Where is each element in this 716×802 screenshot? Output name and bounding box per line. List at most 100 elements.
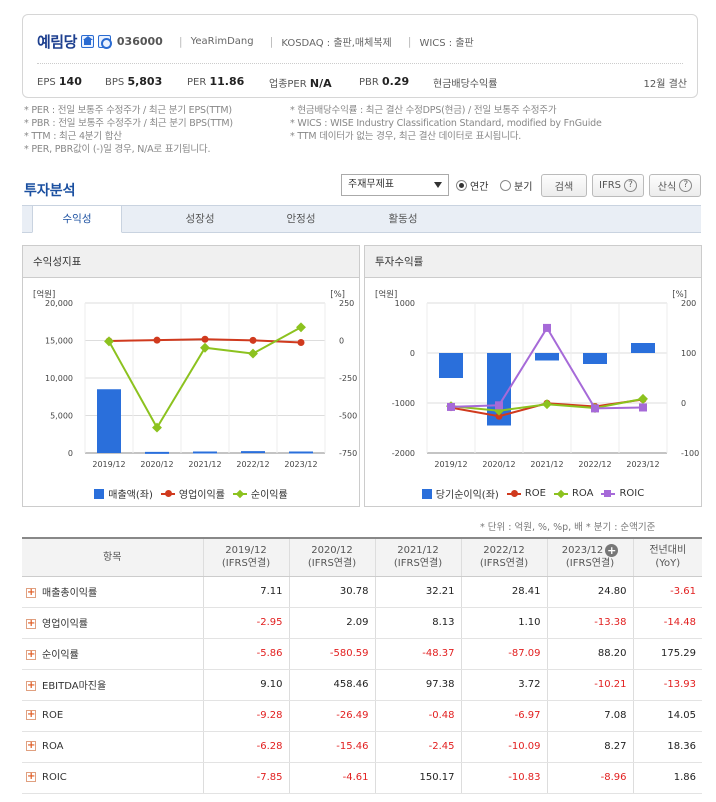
- header-yoy: 전년대비 (YoY): [633, 537, 702, 577]
- x-tick-label: 2022/12: [236, 460, 269, 469]
- table-cell: 7.11: [203, 576, 290, 608]
- x-tick-label: 2021/12: [530, 460, 563, 469]
- data-point: [639, 403, 647, 412]
- expand-row-icon[interactable]: +: [26, 740, 36, 751]
- home-icon[interactable]: [80, 34, 94, 48]
- tab-growth[interactable]: 성장성: [185, 213, 215, 225]
- right-tick-label: 100: [681, 349, 696, 358]
- chart-legend: 당기순이익(좌) ROE ROA ROIC: [365, 486, 701, 501]
- row-label[interactable]: + ROE: [22, 700, 204, 732]
- table-row: + EBITDA마진율 9.10 458.46 97.38 3.72 -10.21 -13.9…: [22, 669, 702, 701]
- table-row: + 순이익률 -5.86 -580.59 -48.37 -87.09 88.20 175.29: [22, 638, 702, 670]
- data-point: [153, 336, 161, 344]
- table-cell: 30.78: [289, 576, 376, 608]
- legend-item-roe[interactable]: ROE: [506, 486, 546, 501]
- right-tick-label: 250: [339, 299, 354, 308]
- expand-row-icon[interactable]: +: [26, 618, 36, 629]
- company-eng-name: YeaRimDang: [190, 35, 254, 47]
- expand-row-icon[interactable]: +: [26, 709, 36, 720]
- right-axis-unit: [%]: [672, 290, 687, 300]
- expand-row-icon[interactable]: +: [26, 771, 36, 782]
- expand-row-icon[interactable]: +: [26, 680, 36, 691]
- data-point: [495, 401, 503, 410]
- row-label[interactable]: + EBITDA마진율: [22, 669, 204, 701]
- wics-info: WICS : 출판: [419, 37, 474, 49]
- x-tick-label: 2019/12: [92, 460, 125, 469]
- right-axis-unit: [%]: [330, 290, 345, 300]
- chart-legend: 매출액(좌) 영업이익률 순이익률: [23, 486, 359, 501]
- company-name: 예림당: [37, 32, 77, 51]
- tab-activity[interactable]: 활동성: [388, 213, 418, 225]
- right-tick-label: -100: [681, 449, 699, 458]
- table-cell: -2.95: [203, 607, 290, 639]
- phone-icon[interactable]: [97, 34, 112, 49]
- bar: [193, 451, 217, 454]
- header-year: 2020/12 (IFRS연결): [289, 537, 376, 577]
- radio-annual[interactable]: 연간: [456, 178, 488, 193]
- bar: [535, 353, 559, 361]
- tab-profitability[interactable]: 수익성: [32, 205, 122, 233]
- table-cell: 1.10: [461, 607, 548, 639]
- ifrs-help-button[interactable]: IFRS?: [592, 174, 644, 197]
- radio-checked-icon: [456, 180, 467, 191]
- table-cell: 14.05: [633, 700, 702, 732]
- left-tick-label: 15,000: [45, 337, 73, 346]
- table-cell: -14.48: [633, 607, 702, 639]
- search-button[interactable]: 검색: [541, 174, 587, 197]
- left-tick-label: 0: [410, 349, 415, 358]
- legend-item-roic[interactable]: ROIC: [601, 486, 644, 501]
- return-chart-panel: 투자수익률 [억원] [%] 1000 200 0 100 -1000 0 -2000 -100 2…: [364, 245, 702, 507]
- right-tick-label: -500: [339, 412, 357, 421]
- chart-title: 투자수익률: [365, 246, 701, 278]
- bar: [97, 389, 121, 453]
- statement-type-select[interactable]: 주재무제표: [341, 174, 449, 196]
- table-cell: -7.85: [203, 762, 290, 794]
- legend-item-roa[interactable]: ROA: [553, 486, 593, 501]
- table-cell: 8.27: [547, 731, 634, 763]
- expand-columns-icon[interactable]: +: [605, 544, 619, 558]
- radio-quarter[interactable]: 분기: [500, 178, 532, 193]
- table-cell: 97.38: [375, 669, 462, 701]
- analysis-tabs: 수익성 성장성 안정성 활동성: [22, 205, 701, 233]
- table-cell: 18.36: [633, 731, 702, 763]
- stock-code: 036000: [116, 34, 163, 48]
- bar: [145, 451, 169, 454]
- chart-title: 수익성지표: [23, 246, 359, 278]
- formula-help-button[interactable]: 산식?: [649, 174, 701, 197]
- table-cell: -580.59: [289, 638, 376, 670]
- legend-item-net-income[interactable]: 당기순이익(좌): [421, 486, 499, 501]
- header-year: 2019/12 (IFRS연결): [203, 537, 290, 577]
- tab-stability[interactable]: 안정성: [286, 213, 316, 225]
- legend-item-revenue[interactable]: 매출액(좌): [94, 486, 153, 501]
- row-label[interactable]: + 순이익률: [22, 638, 204, 670]
- question-icon: ?: [624, 179, 637, 192]
- table-cell: -13.38: [547, 607, 634, 639]
- table-row: + 매출총이익률 7.11 30.78 32.21 28.41 24.80 -3.61: [22, 576, 702, 608]
- table-cell: 458.46: [289, 669, 376, 701]
- data-point: [495, 412, 503, 420]
- row-label[interactable]: + 영업이익률: [22, 607, 204, 639]
- left-axis-unit: [억원]: [33, 289, 55, 300]
- bar: [583, 353, 607, 364]
- table-cell: -13.93: [633, 669, 702, 701]
- expand-row-icon[interactable]: +: [26, 649, 36, 660]
- left-tick-label: 5,000: [50, 412, 73, 421]
- legend-item-net-margin[interactable]: 순이익률: [232, 486, 288, 501]
- legend-item-operating-margin[interactable]: 영업이익률: [160, 486, 225, 501]
- table-cell: -2.45: [375, 731, 462, 763]
- bar: [241, 451, 265, 454]
- x-tick-label: 2022/12: [578, 460, 611, 469]
- bar: [631, 343, 655, 353]
- right-tick-label: 200: [681, 299, 696, 308]
- row-label[interactable]: + ROA: [22, 731, 204, 763]
- table-cell: 150.17: [375, 762, 462, 794]
- row-label[interactable]: + ROIC: [22, 762, 204, 794]
- expand-row-icon[interactable]: +: [26, 587, 36, 598]
- company-summary-card: 예림당 036000 | YeaRimDang | KOSDAQ : 출판,매체…: [22, 14, 698, 98]
- table-cell: -9.28: [203, 700, 290, 732]
- left-tick-label: -1000: [392, 399, 415, 408]
- table-row: + ROE -9.28 -26.49 -0.48 -6.97 7.08 14.05: [22, 700, 702, 732]
- row-label[interactable]: + 매출총이익률: [22, 576, 204, 608]
- data-point: [542, 399, 552, 410]
- table-row: + ROA -6.28 -15.46 -2.45 -10.09 8.27 18.36: [22, 731, 702, 763]
